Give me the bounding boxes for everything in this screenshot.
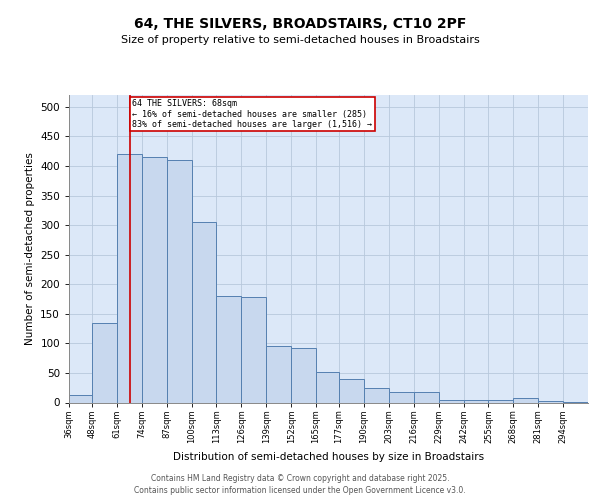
Bar [488, 400, 514, 402]
Text: 64 THE SILVERS: 68sqm
← 16% of semi-detached houses are smaller (285)
83% of sem: 64 THE SILVERS: 68sqm ← 16% of semi-deta… [132, 99, 372, 129]
Bar [339, 379, 364, 402]
Bar [464, 400, 488, 402]
Text: Contains HM Land Registry data © Crown copyright and database right 2025.
Contai: Contains HM Land Registry data © Crown c… [134, 474, 466, 495]
Text: Size of property relative to semi-detached houses in Broadstairs: Size of property relative to semi-detach… [121, 35, 479, 45]
Bar [69, 395, 92, 402]
Bar [266, 346, 291, 403]
Bar [291, 348, 316, 403]
X-axis label: Distribution of semi-detached houses by size in Broadstairs: Distribution of semi-detached houses by … [173, 452, 484, 462]
Bar [414, 392, 439, 402]
Bar [439, 400, 464, 402]
Bar [514, 398, 538, 402]
Bar [217, 296, 241, 403]
Bar [316, 372, 339, 402]
Y-axis label: Number of semi-detached properties: Number of semi-detached properties [25, 152, 35, 345]
Text: 64, THE SILVERS, BROADSTAIRS, CT10 2PF: 64, THE SILVERS, BROADSTAIRS, CT10 2PF [134, 18, 466, 32]
Bar [364, 388, 389, 402]
Bar [191, 222, 217, 402]
Bar [92, 322, 117, 402]
Bar [389, 392, 414, 402]
Bar [142, 157, 167, 402]
Bar [241, 297, 266, 403]
Bar [117, 154, 142, 402]
Bar [167, 160, 191, 402]
